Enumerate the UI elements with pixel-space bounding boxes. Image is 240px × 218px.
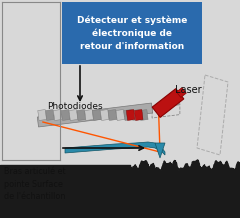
Polygon shape [100, 110, 109, 120]
Polygon shape [132, 110, 140, 120]
Polygon shape [69, 110, 78, 120]
Polygon shape [38, 110, 46, 120]
Polygon shape [176, 88, 186, 97]
Polygon shape [37, 103, 153, 127]
Polygon shape [152, 89, 184, 117]
Polygon shape [155, 143, 165, 158]
Polygon shape [85, 110, 93, 120]
Polygon shape [124, 110, 132, 120]
Polygon shape [65, 142, 165, 155]
Text: Laser: Laser [175, 85, 202, 95]
Polygon shape [61, 110, 70, 120]
Polygon shape [108, 110, 117, 120]
Polygon shape [116, 110, 125, 120]
FancyBboxPatch shape [62, 2, 202, 64]
Polygon shape [77, 110, 85, 120]
Text: Détecteur et système
électronique de
retour d'information: Détecteur et système électronique de ret… [77, 15, 187, 51]
Text: Photodiodes: Photodiodes [47, 102, 103, 111]
Polygon shape [126, 110, 135, 120]
Polygon shape [46, 110, 54, 120]
Polygon shape [134, 110, 143, 120]
Text: Bras articulé et
pointe Surface
de l'échantillon: Bras articulé et pointe Surface de l'éch… [4, 167, 66, 201]
Polygon shape [54, 110, 62, 120]
Polygon shape [93, 110, 101, 120]
Polygon shape [139, 110, 148, 120]
